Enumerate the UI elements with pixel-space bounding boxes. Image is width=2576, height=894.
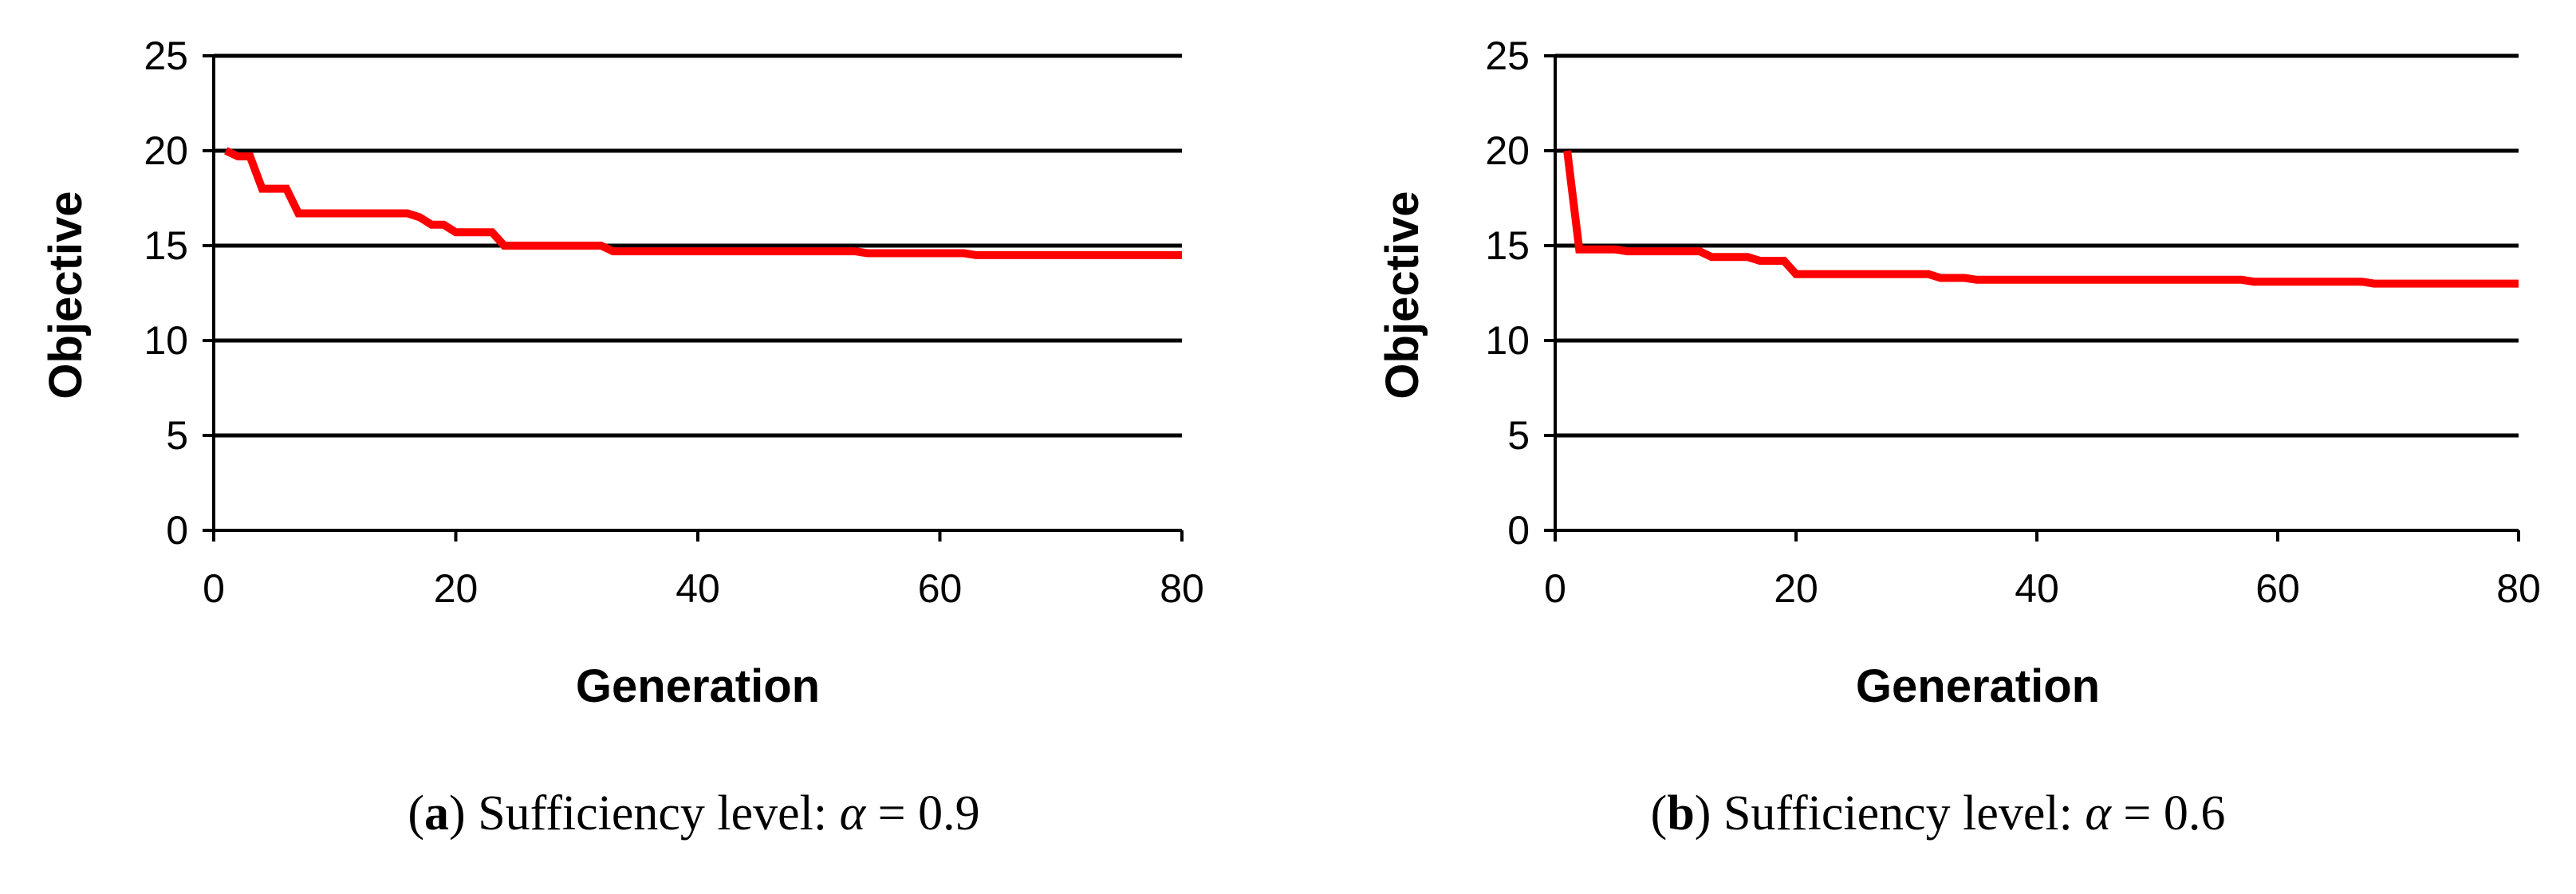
series-layer xyxy=(224,147,1182,259)
x-tick-label-40: 40 xyxy=(2015,566,2059,611)
y-tick-labels: 0 5 10 15 20 25 xyxy=(144,33,188,553)
x-tick-label-80: 80 xyxy=(1160,566,1204,611)
caption-a: (a) Sufficiency level: α = 0.9 xyxy=(408,786,980,841)
caption-letter: b xyxy=(1667,786,1695,841)
x-tick-label-20: 20 xyxy=(434,566,479,611)
y-gridlines xyxy=(214,53,1182,438)
y-tick-label-20: 20 xyxy=(144,128,188,173)
chart-b: 0 5 10 15 20 25 0 20 40 60 80 Generation Objectiv… xyxy=(1377,33,2541,712)
caption-letter: a xyxy=(424,786,450,841)
y-tick-label-5: 5 xyxy=(166,413,188,458)
caption-symbol: α xyxy=(839,786,866,841)
caption-value: 0.6 xyxy=(2163,786,2226,841)
x-tick-label-60: 60 xyxy=(2255,566,2300,611)
x-axis-title: Generation xyxy=(1856,660,2100,712)
x-tick-label-0: 0 xyxy=(1544,566,1566,611)
x-tick-label-80: 80 xyxy=(2496,566,2541,611)
objective-series-line xyxy=(224,147,1182,259)
y-tick-label-10: 10 xyxy=(144,318,188,363)
x-tick-label-60: 60 xyxy=(918,566,963,611)
x-tick-labels: 0 20 40 60 80 xyxy=(203,566,1204,611)
x-tick-label-40: 40 xyxy=(676,566,720,611)
tick-marks xyxy=(1544,54,2520,542)
x-axis-title: Generation xyxy=(576,660,820,712)
x-tick-label-20: 20 xyxy=(1774,566,1818,611)
tick-marks xyxy=(203,54,1184,542)
y-tick-label-25: 25 xyxy=(144,33,188,78)
x-tick-label-0: 0 xyxy=(203,566,225,611)
axes-lines xyxy=(1554,56,2519,532)
y-tick-label-20: 20 xyxy=(1485,128,1530,173)
caption-b: (b) Sufficiency level: α = 0.6 xyxy=(1650,786,2226,841)
chart-a: 0 5 10 15 20 25 0 20 40 60 80 Generation Objectiv… xyxy=(40,33,1204,712)
objective-series-line xyxy=(1563,150,2519,288)
y-tick-label-15: 15 xyxy=(1485,223,1530,268)
y-tick-label-10: 10 xyxy=(1485,318,1530,363)
caption-symbol: α xyxy=(2085,786,2111,841)
y-axis-title: Objective xyxy=(40,191,92,399)
axes-lines xyxy=(212,56,1182,532)
caption-value: 0.9 xyxy=(918,786,980,841)
y-gridlines xyxy=(1555,53,2519,438)
x-tick-labels: 0 20 40 60 80 xyxy=(1544,566,2541,611)
y-tick-label-5: 5 xyxy=(1507,413,1530,458)
y-axis-title: Objective xyxy=(1377,191,1428,399)
series-layer xyxy=(1563,150,2519,288)
y-tick-label-25: 25 xyxy=(1485,33,1530,78)
y-tick-label-15: 15 xyxy=(144,223,188,268)
y-tick-label-0: 0 xyxy=(166,508,188,553)
y-tick-labels: 0 5 10 15 20 25 xyxy=(1485,33,1530,553)
y-tick-label-0: 0 xyxy=(1507,508,1530,553)
